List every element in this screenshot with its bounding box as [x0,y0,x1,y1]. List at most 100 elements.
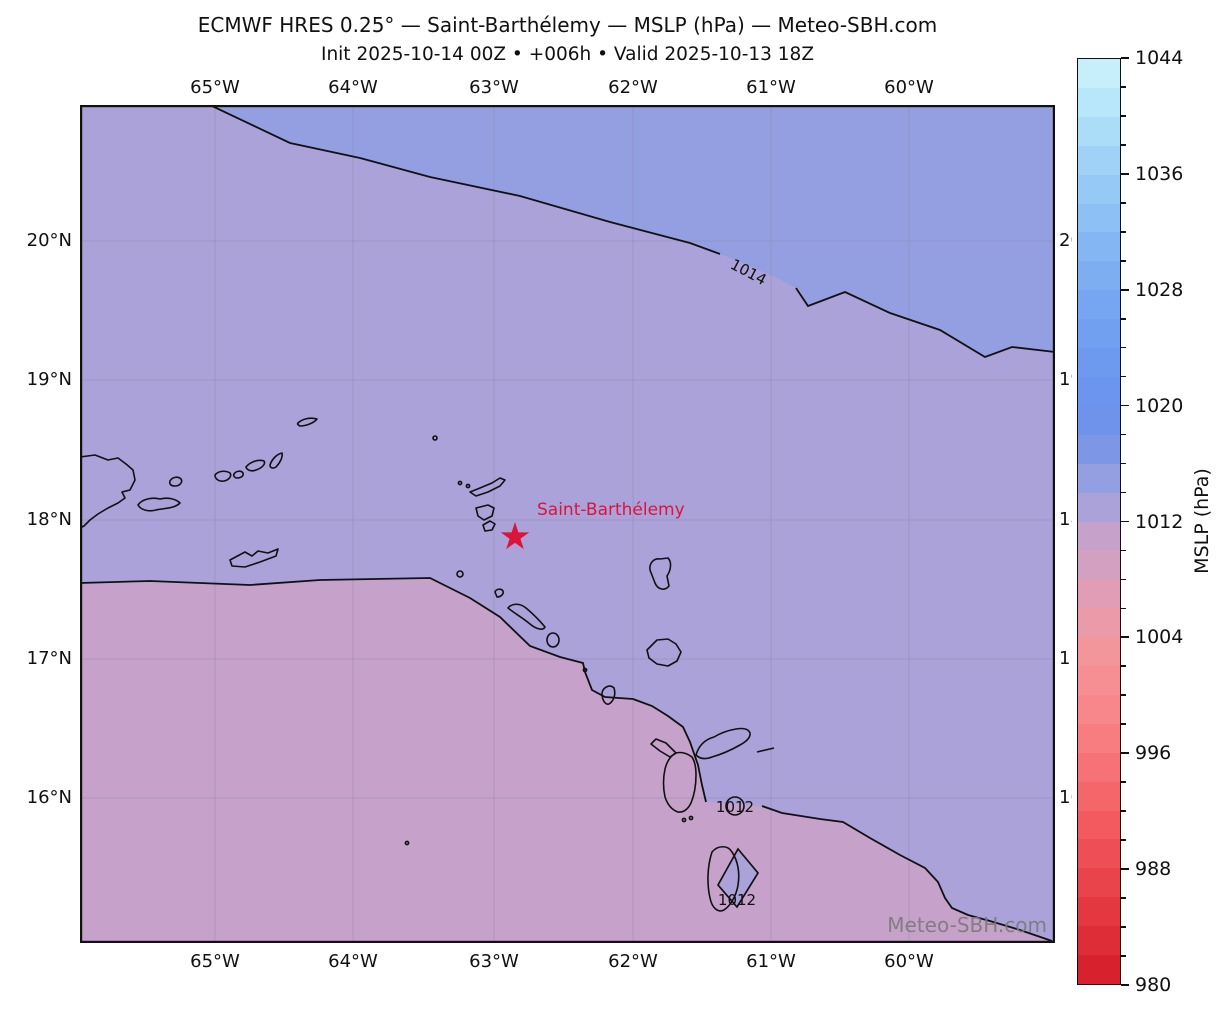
colorbar [1077,58,1121,985]
island-st-croix [229,548,279,568]
x-tick-label-bottom: 62°W [608,951,658,972]
colorbar-minor-tick [1121,607,1126,610]
y-tick-label-right-clipped: 19°N [1059,369,1072,390]
colorbar-band [1078,116,1120,146]
colorbar-major-tick [1121,404,1129,407]
colorbar-band [1078,59,1120,88]
colorbar-minor-tick [1121,86,1126,88]
colorbar-band [1078,203,1120,233]
islet-les-saintes-2 [688,815,694,821]
y-tick-label-left: 19°N [26,369,72,390]
y-tick-label-right-clipped: 17°N [1059,648,1072,669]
colorbar-minor-tick [1121,926,1126,928]
colorbar-minor-tick [1121,144,1126,146]
watermark-text: Meteo-SBH.com [887,913,1047,937]
colorbar-band [1078,839,1120,869]
colorbar-band [1078,666,1120,695]
colorbar-band [1078,926,1120,956]
colorbar-tick-label: 1028 [1135,278,1184,301]
island-saba [456,570,464,578]
colorbar-minor-tick [1121,230,1126,233]
isobar-1014 [209,104,1056,358]
colorbar-major-tick [1121,636,1129,639]
colorbar-minor-tick [1121,723,1126,726]
pressure-fill-1010-1012 [80,578,1055,943]
location-star-icon [500,522,530,550]
colorbar-minor-tick [1121,462,1126,465]
y-tick-label-left: 18°N [26,509,72,530]
colorbar-band [1078,810,1120,840]
island-st-john [232,470,244,479]
island-guadeloupe-nw-spur [650,738,677,758]
islet-dog-2 [465,483,471,489]
colorbar-major-tick [1121,172,1129,175]
pressure-fill-1014-1016 [210,105,1055,357]
colorbar-band [1078,521,1120,551]
y-tick-label-right-clipped: 16°N [1059,787,1072,808]
colorbar-minor-tick [1121,694,1126,697]
colorbar-band [1078,781,1120,811]
colorbar-tick-label: 1004 [1135,626,1184,649]
x-tick-label-bottom: 65°W [190,951,240,972]
colorbar-band [1078,319,1120,349]
colorbar-band [1078,694,1120,724]
y-tick-label-left: 16°N [26,787,72,808]
colorbar-minor-tick [1121,781,1126,783]
colorbar-minor-tick [1121,665,1126,668]
colorbar-band [1078,87,1120,117]
x-tick-label-top: 63°W [469,77,519,98]
colorbar-minor-tick [1121,201,1126,204]
island-virgin-gorda [269,452,283,469]
island-marie-galante [725,796,745,816]
chart-title: ECMWF HRES 0.25° — Saint-Barthélemy — MS… [197,13,938,37]
colorbar-major-tick [1121,520,1129,523]
island-st-eustatius [494,588,504,598]
island-saint-barthelemy [482,520,496,532]
colorbar-minor-tick [1121,433,1126,436]
isobar-label-1012-main: 1012 [716,798,754,816]
colorbar-major-tick [1121,288,1129,291]
colorbar-minor-tick [1121,955,1126,957]
colorbar-minor-tick [1121,115,1126,117]
x-tick-label-bottom: 64°W [328,951,378,972]
colorbar-band [1078,752,1120,782]
island-culebra [168,476,183,487]
colorbar-band [1078,376,1120,406]
colorbar-band [1078,232,1120,262]
colorbar-major-tick [1121,752,1129,755]
x-tick-label-top: 61°W [746,77,796,98]
colorbar-band [1078,434,1120,464]
colorbar-band [1078,579,1120,609]
island-antigua [646,638,682,667]
colorbar-band [1078,348,1120,377]
map-border [79,104,1056,944]
colorbar-band [1078,261,1120,291]
colorbar-major-tick [1121,984,1129,986]
colorbar-minor-tick [1121,810,1126,812]
colorbar-tick-label: 1020 [1135,394,1184,417]
colorbar-minor-tick [1121,578,1126,581]
pressure-map-svg: 1014 1012 1012 Saint-Barthélemy Meteo-SB… [79,104,1056,944]
x-tick-label-bottom: 63°W [469,951,519,972]
isobar-label-1012-closed: 1012 [718,891,756,909]
y-tick-label-left: 20°N [26,230,72,251]
colorbar-band [1078,897,1120,927]
x-tick-label-top: 65°W [190,77,240,98]
colorbar-band [1078,174,1120,204]
island-st-thomas [214,470,232,482]
island-guadeloupe-grande-terre [695,727,751,760]
islet-les-saintes-1 [681,817,687,823]
y-tick-label-right-clipped: 20°N [1059,230,1072,251]
colorbar-band [1078,145,1120,175]
chart-subtitle: Init 2025-10-14 00Z • +006h • Valid 2025… [320,44,814,65]
island-saint-martin [475,504,495,521]
island-anegada [296,417,318,427]
y-tick-label-right-clipped: 18°N [1059,509,1072,530]
coastlines [79,417,775,912]
colorbar-axis-label: MSLP (hPa) [1191,468,1213,574]
colorbar-major-tick [1121,868,1129,870]
colorbar-band [1078,955,1120,984]
x-tick-label-bottom: 60°W [884,951,934,972]
colorbar-tick-label: 1044 [1135,47,1184,69]
y-tick-label-left: 17°N [26,648,72,669]
